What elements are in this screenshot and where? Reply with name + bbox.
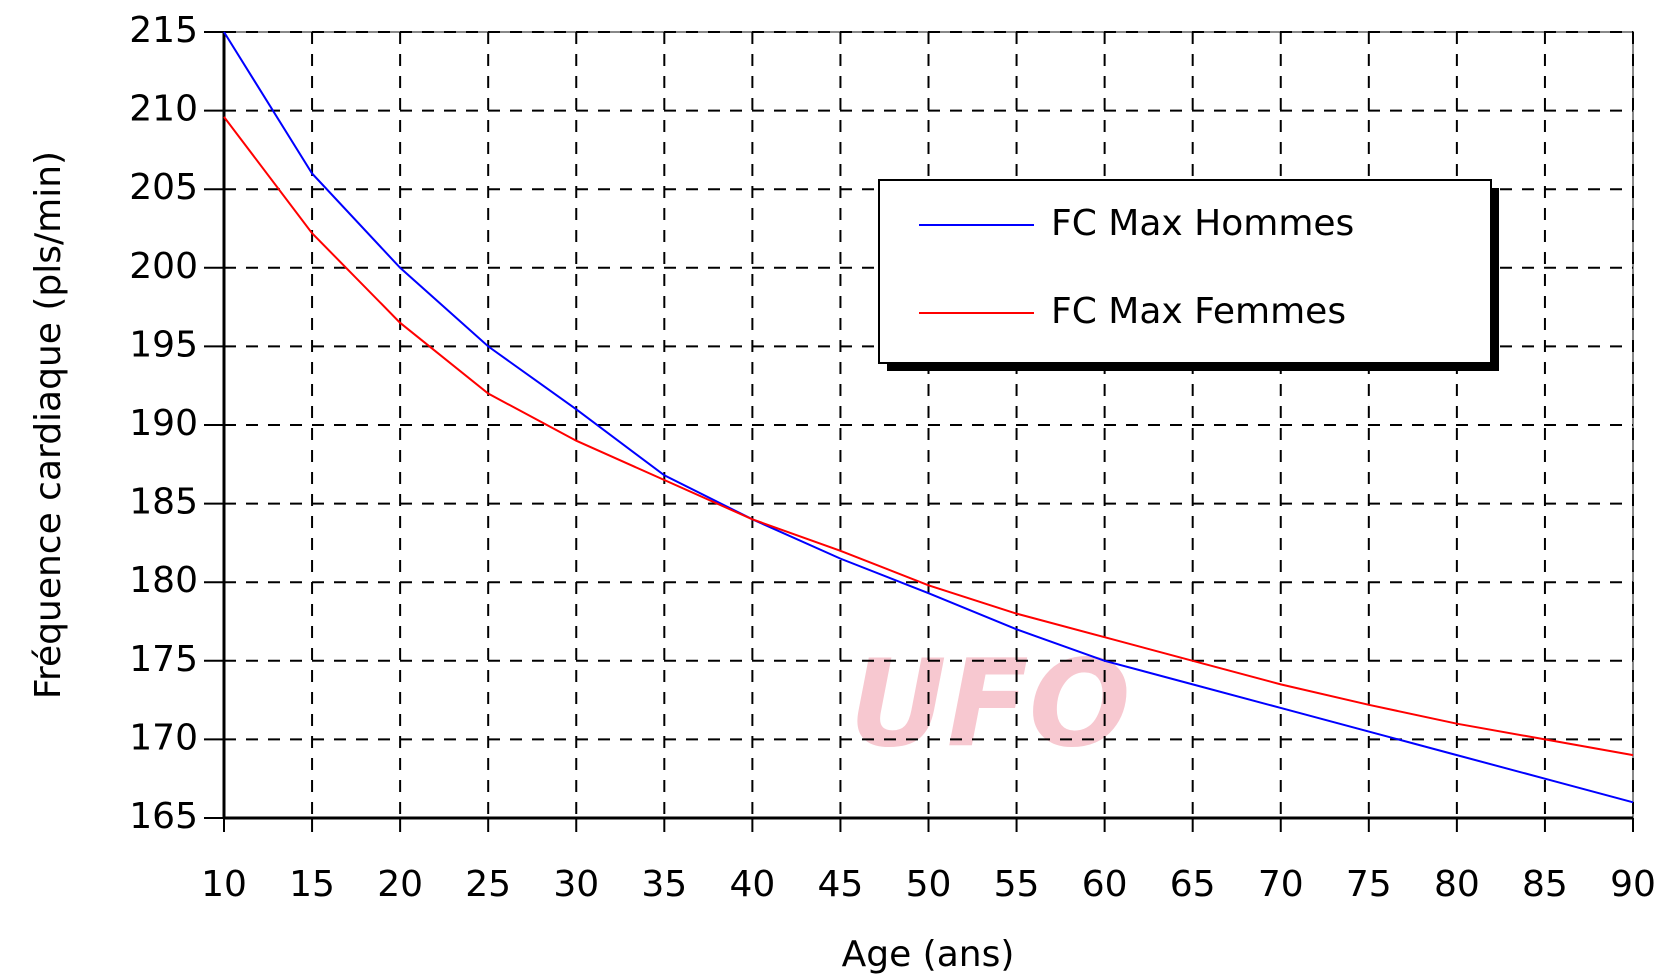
y-tick-label: 210	[129, 89, 198, 130]
x-tick-label: 60	[1082, 864, 1128, 905]
x-tick-label: 75	[1346, 864, 1392, 905]
y-tick-label: 165	[129, 796, 198, 837]
y-tick-label: 205	[129, 167, 198, 208]
x-tick-label: 40	[729, 864, 775, 905]
y-tick-label: 195	[129, 324, 198, 365]
legend-label: FC Max Hommes	[1051, 203, 1354, 244]
x-tick-label: 85	[1522, 864, 1568, 905]
x-tick-label: 30	[553, 864, 599, 905]
legend-label: FC Max Femmes	[1051, 291, 1346, 332]
chart: UFO Age (ans) Fréquence cardiaque (pls/m…	[0, 0, 1660, 978]
x-tick-label: 35	[641, 864, 687, 905]
y-tick-label: 170	[129, 717, 198, 758]
y-axis-title: Fréquence cardiaque (pls/min)	[28, 151, 69, 699]
x-tick-label: 45	[818, 864, 864, 905]
x-tick-label: 70	[1258, 864, 1304, 905]
x-tick-label: 50	[906, 864, 952, 905]
y-tick-label: 185	[129, 482, 198, 523]
y-tick-label: 180	[129, 560, 198, 601]
page: UFO Age (ans) Fréquence cardiaque (pls/m…	[0, 0, 1660, 978]
x-tick-label: 90	[1610, 864, 1656, 905]
x-tick-label: 80	[1434, 864, 1480, 905]
x-tick-label: 25	[465, 864, 511, 905]
x-tick-label: 65	[1170, 864, 1216, 905]
x-tick-label: 55	[994, 864, 1040, 905]
x-tick-label: 15	[289, 864, 335, 905]
x-axis-title: Age (ans)	[842, 934, 1015, 975]
x-tick-label: 10	[201, 864, 247, 905]
y-tick-label: 175	[129, 639, 198, 680]
y-tick-label: 215	[129, 10, 198, 51]
y-tick-label: 200	[129, 246, 198, 287]
y-tick-label: 190	[129, 403, 198, 444]
watermark: UFO	[849, 636, 1130, 775]
x-tick-label: 20	[377, 864, 423, 905]
